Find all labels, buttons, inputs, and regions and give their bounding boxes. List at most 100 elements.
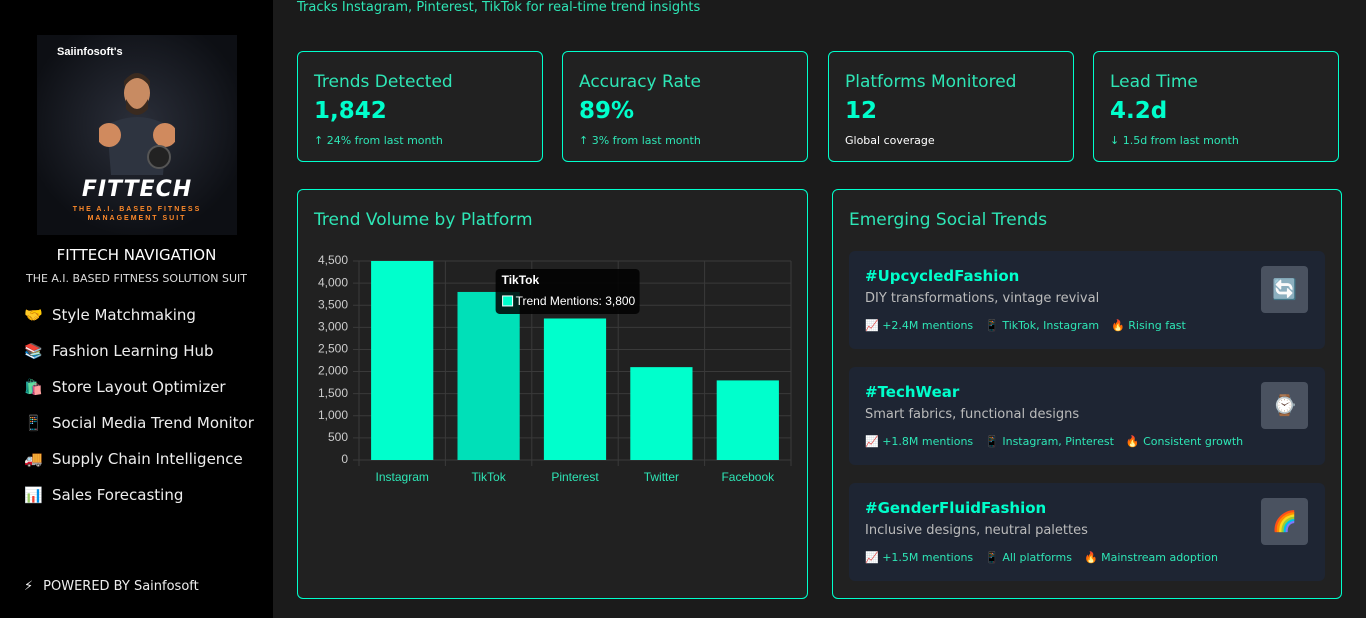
trend-description: Inclusive designs, neutral palettes <box>865 523 1088 538</box>
chart: 0 500 1,000 1,500 2,000 2,500 3,000 3,500 4,000 4… <box>318 253 792 484</box>
sidebar-title: FITTECH NAVIGATION <box>56 246 217 264</box>
trend-tag: #TechWear <box>865 383 960 401</box>
nav-label: Supply Chain Intelligence <box>52 450 243 468</box>
x-tick-label: Pinterest <box>551 470 599 484</box>
logo-tagline: THE A.I. BASED FITNESS MANAGEMENT SUIT <box>72 206 202 222</box>
stat-label: Trends Detected <box>314 72 453 92</box>
footer-icon: ⚡ <box>24 579 34 594</box>
y-tick-label: 1,500 <box>318 386 348 400</box>
x-tick-label: Facebook <box>721 470 775 484</box>
tooltip-swatch <box>502 295 514 307</box>
nav-label: Fashion Learning Hub <box>52 342 214 360</box>
stat-card: Lead Time 4.2d ↓ 1.5d from last month <box>1093 51 1339 162</box>
footer: ⚡ POWERED BY Sainfosoft <box>24 579 199 594</box>
y-tick-label: 4,500 <box>318 253 348 267</box>
stat-note: ↑ 3% from last month <box>579 134 701 147</box>
trend-meta-item: 🔥 Rising fast <box>1111 319 1186 332</box>
trend-card[interactable]: #GenderFluidFashion Inclusive designs, ne… <box>849 483 1325 581</box>
logo-name: FITTECH <box>81 177 193 202</box>
stat-value: 89% <box>579 98 635 124</box>
nav-icon: 🤝 <box>24 306 43 324</box>
tooltip-box <box>495 268 640 314</box>
nav-icon: 📱 <box>24 414 43 432</box>
trend-meta-item: 📈 +1.5M mentions <box>865 551 974 564</box>
y-tick-label: 0 <box>341 452 348 466</box>
trend-icon: 🌈 <box>1261 498 1308 545</box>
nav-label: Sales Forecasting <box>52 486 184 504</box>
y-tick-label: 1,000 <box>318 408 348 422</box>
sidebar-subtitle: THE A.I. BASED FITNESS SOLUTION SUIT <box>25 272 248 285</box>
trend-icon: ⌚ <box>1261 382 1308 429</box>
nav-label: Social Media Trend Monitor <box>52 414 254 432</box>
y-tick-label: 3,500 <box>318 297 348 311</box>
trend-meta-item: 📱 Instagram, Pinterest <box>985 435 1114 448</box>
nav-item[interactable]: 📚 Fashion Learning Hub <box>24 339 254 363</box>
trend-description: Smart fabrics, functional designs <box>865 407 1080 422</box>
chart-panel: Trend Volume by Platform 0 500 1,000 1,500 2… <box>297 189 808 599</box>
bar <box>716 380 779 460</box>
stat-value: 1,842 <box>314 98 387 124</box>
y-tick-label: 2,000 <box>318 364 348 378</box>
header-subtitle: Tracks Instagram, Pinterest, TikTok for … <box>297 0 701 15</box>
chart-title: Trend Volume by Platform <box>314 210 533 230</box>
x-tick-label: TikTok <box>471 470 506 484</box>
x-tick-label: Instagram <box>376 470 429 484</box>
trend-tag: #UpcycledFashion <box>865 267 1020 285</box>
logo-figure <box>99 73 175 175</box>
y-tick-label: 4,000 <box>318 275 348 289</box>
stat-note: ↑ 24% from last month <box>314 134 443 147</box>
nav-item[interactable]: 📱 Social Media Trend Monitor <box>24 411 254 435</box>
nav: 🤝 Style Matchmaking 📚 Fashion Learning Hub 🛍… <box>24 303 254 551</box>
logo: Saiinfosoft's FITTECH THE A.I. BASED FIT… <box>37 35 237 235</box>
nav-item[interactable]: 🚚 Supply Chain Intelligence <box>24 447 254 471</box>
stat-note: Global coverage <box>845 134 935 147</box>
trend-card[interactable]: #UpcycledFashion DIY transformations, vin… <box>849 251 1325 349</box>
trend-meta-item: 📱 TikTok, Instagram <box>985 319 1100 332</box>
nav-item[interactable]: 📊 Sales Forecasting <box>24 483 254 507</box>
trend-meta-item: 🔥 Mainstream adoption <box>1083 551 1218 564</box>
y-tick-label: 500 <box>328 430 348 444</box>
nav-item[interactable]: 🛍️ Store Layout Optimizer <box>24 375 254 399</box>
trend-meta-item: 📱 All platforms <box>985 551 1072 564</box>
trend-tag: #GenderFluidFashion <box>865 499 1047 517</box>
bar <box>630 367 693 460</box>
nav-item[interactable]: 🤝 Style Matchmaking <box>24 303 254 327</box>
stat-value: 12 <box>845 98 878 124</box>
y-tick-label: 2,500 <box>318 342 348 356</box>
nav-icon: 📊 <box>24 486 43 504</box>
bar <box>543 318 607 460</box>
stat-value: 4.2d <box>1110 98 1168 124</box>
trends-panel: Emerging Social Trends #UpcycledFashion D… <box>832 189 1342 599</box>
stat-label: Platforms Monitored <box>845 72 1017 92</box>
y-tick-label: 3,000 <box>318 320 348 334</box>
trend-meta-item: 🔥 Consistent growth <box>1125 435 1244 448</box>
nav-icon: 📚 <box>24 342 43 360</box>
logo-brand: Saiinfosoft's <box>57 46 123 58</box>
stat-card: Accuracy Rate 89% ↑ 3% from last month <box>562 51 808 162</box>
nav-label: Style Matchmaking <box>52 306 196 324</box>
trend-icon: 🔄 <box>1261 266 1308 313</box>
trends-title: Emerging Social Trends <box>849 210 1048 230</box>
nav-icon: 🛍️ <box>24 378 43 396</box>
tooltip-title: TikTok <box>502 273 540 287</box>
stat-card: Trends Detected 1,842 ↑ 24% from last mont… <box>297 51 543 162</box>
tooltip-text: Trend Mentions: 3,800 <box>516 294 636 308</box>
trend-meta: 📈 +1.5M mentions 📱 All platforms 🔥 Mainstr… <box>865 551 1218 564</box>
sidebar: Saiinfosoft's FITTECH THE A.I. BASED FIT… <box>0 0 273 618</box>
stat-label: Lead Time <box>1110 72 1198 92</box>
x-tick-label: Twitter <box>644 470 679 484</box>
trend-card[interactable]: #TechWear Smart fabrics, functional desig… <box>849 367 1325 465</box>
trend-meta-item: 📈 +2.4M mentions <box>865 319 974 332</box>
stat-label: Accuracy Rate <box>579 72 701 92</box>
trend-meta: 📈 +1.8M mentions 📱 Instagram, Pinterest 🔥 … <box>865 435 1243 448</box>
trend-description: DIY transformations, vintage revival <box>865 291 1100 306</box>
nav-label: Store Layout Optimizer <box>52 378 226 396</box>
bar <box>457 291 520 460</box>
trend-meta-item: 📈 +1.8M mentions <box>865 435 974 448</box>
trend-meta: 📈 +2.4M mentions 📱 TikTok, Instagram 🔥 Ris… <box>865 319 1186 332</box>
stat-card: Platforms Monitored 12 Global coverage <box>828 51 1074 162</box>
nav-icon: 🚚 <box>24 450 43 468</box>
bar <box>371 261 434 460</box>
stat-note: ↓ 1.5d from last month <box>1110 134 1239 147</box>
